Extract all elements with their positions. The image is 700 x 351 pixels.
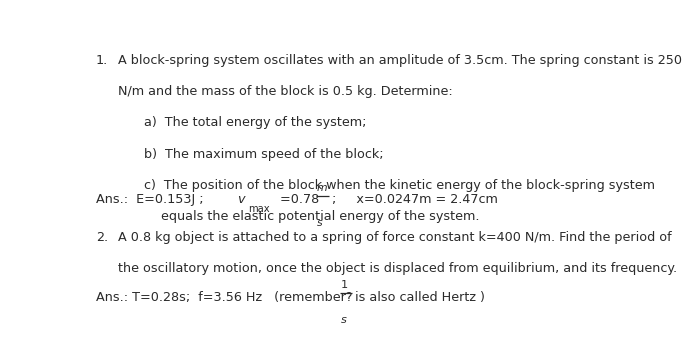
Text: A 0.8 kg object is attached to a spring of force constant k=400 N/m. Find the pe: A 0.8 kg object is attached to a spring … bbox=[118, 231, 672, 244]
Text: m: m bbox=[317, 183, 328, 193]
Text: N/m and the mass of the block is 0.5 kg. Determine:: N/m and the mass of the block is 0.5 kg.… bbox=[118, 85, 453, 98]
Text: 2.: 2. bbox=[96, 231, 108, 244]
Text: max: max bbox=[248, 204, 270, 214]
Text: =0.78: =0.78 bbox=[276, 193, 319, 206]
Text: equals the elastic potential energy of the system.: equals the elastic potential energy of t… bbox=[161, 210, 480, 223]
Text: A block-spring system oscillates with an amplitude of 3.5cm. The spring constant: A block-spring system oscillates with an… bbox=[118, 54, 682, 67]
Text: ;     x=0.0247m = 2.47cm: ; x=0.0247m = 2.47cm bbox=[332, 193, 498, 206]
Text: Ans.:  E=0.153J ;: Ans.: E=0.153J ; bbox=[96, 193, 203, 206]
Text: 1: 1 bbox=[341, 280, 348, 290]
Text: s: s bbox=[317, 218, 323, 228]
Text: is also called Hertz ): is also called Hertz ) bbox=[356, 291, 485, 304]
Text: s: s bbox=[341, 315, 346, 325]
Text: 1.: 1. bbox=[96, 54, 108, 67]
Text: c)  The position of the block when the kinetic energy of the block-spring system: c) The position of the block when the ki… bbox=[144, 179, 655, 192]
Text: b)  The maximum speed of the block;: b) The maximum speed of the block; bbox=[144, 147, 384, 160]
Text: a)  The total energy of the system;: a) The total energy of the system; bbox=[144, 117, 367, 130]
Text: the oscillatory motion, once the object is displaced from equilibrium, and its f: the oscillatory motion, once the object … bbox=[118, 263, 678, 276]
Text: v: v bbox=[237, 193, 244, 206]
Text: Ans.: T=0.28s;  f=3.56 Hz   (remember?: Ans.: T=0.28s; f=3.56 Hz (remember? bbox=[96, 291, 352, 304]
